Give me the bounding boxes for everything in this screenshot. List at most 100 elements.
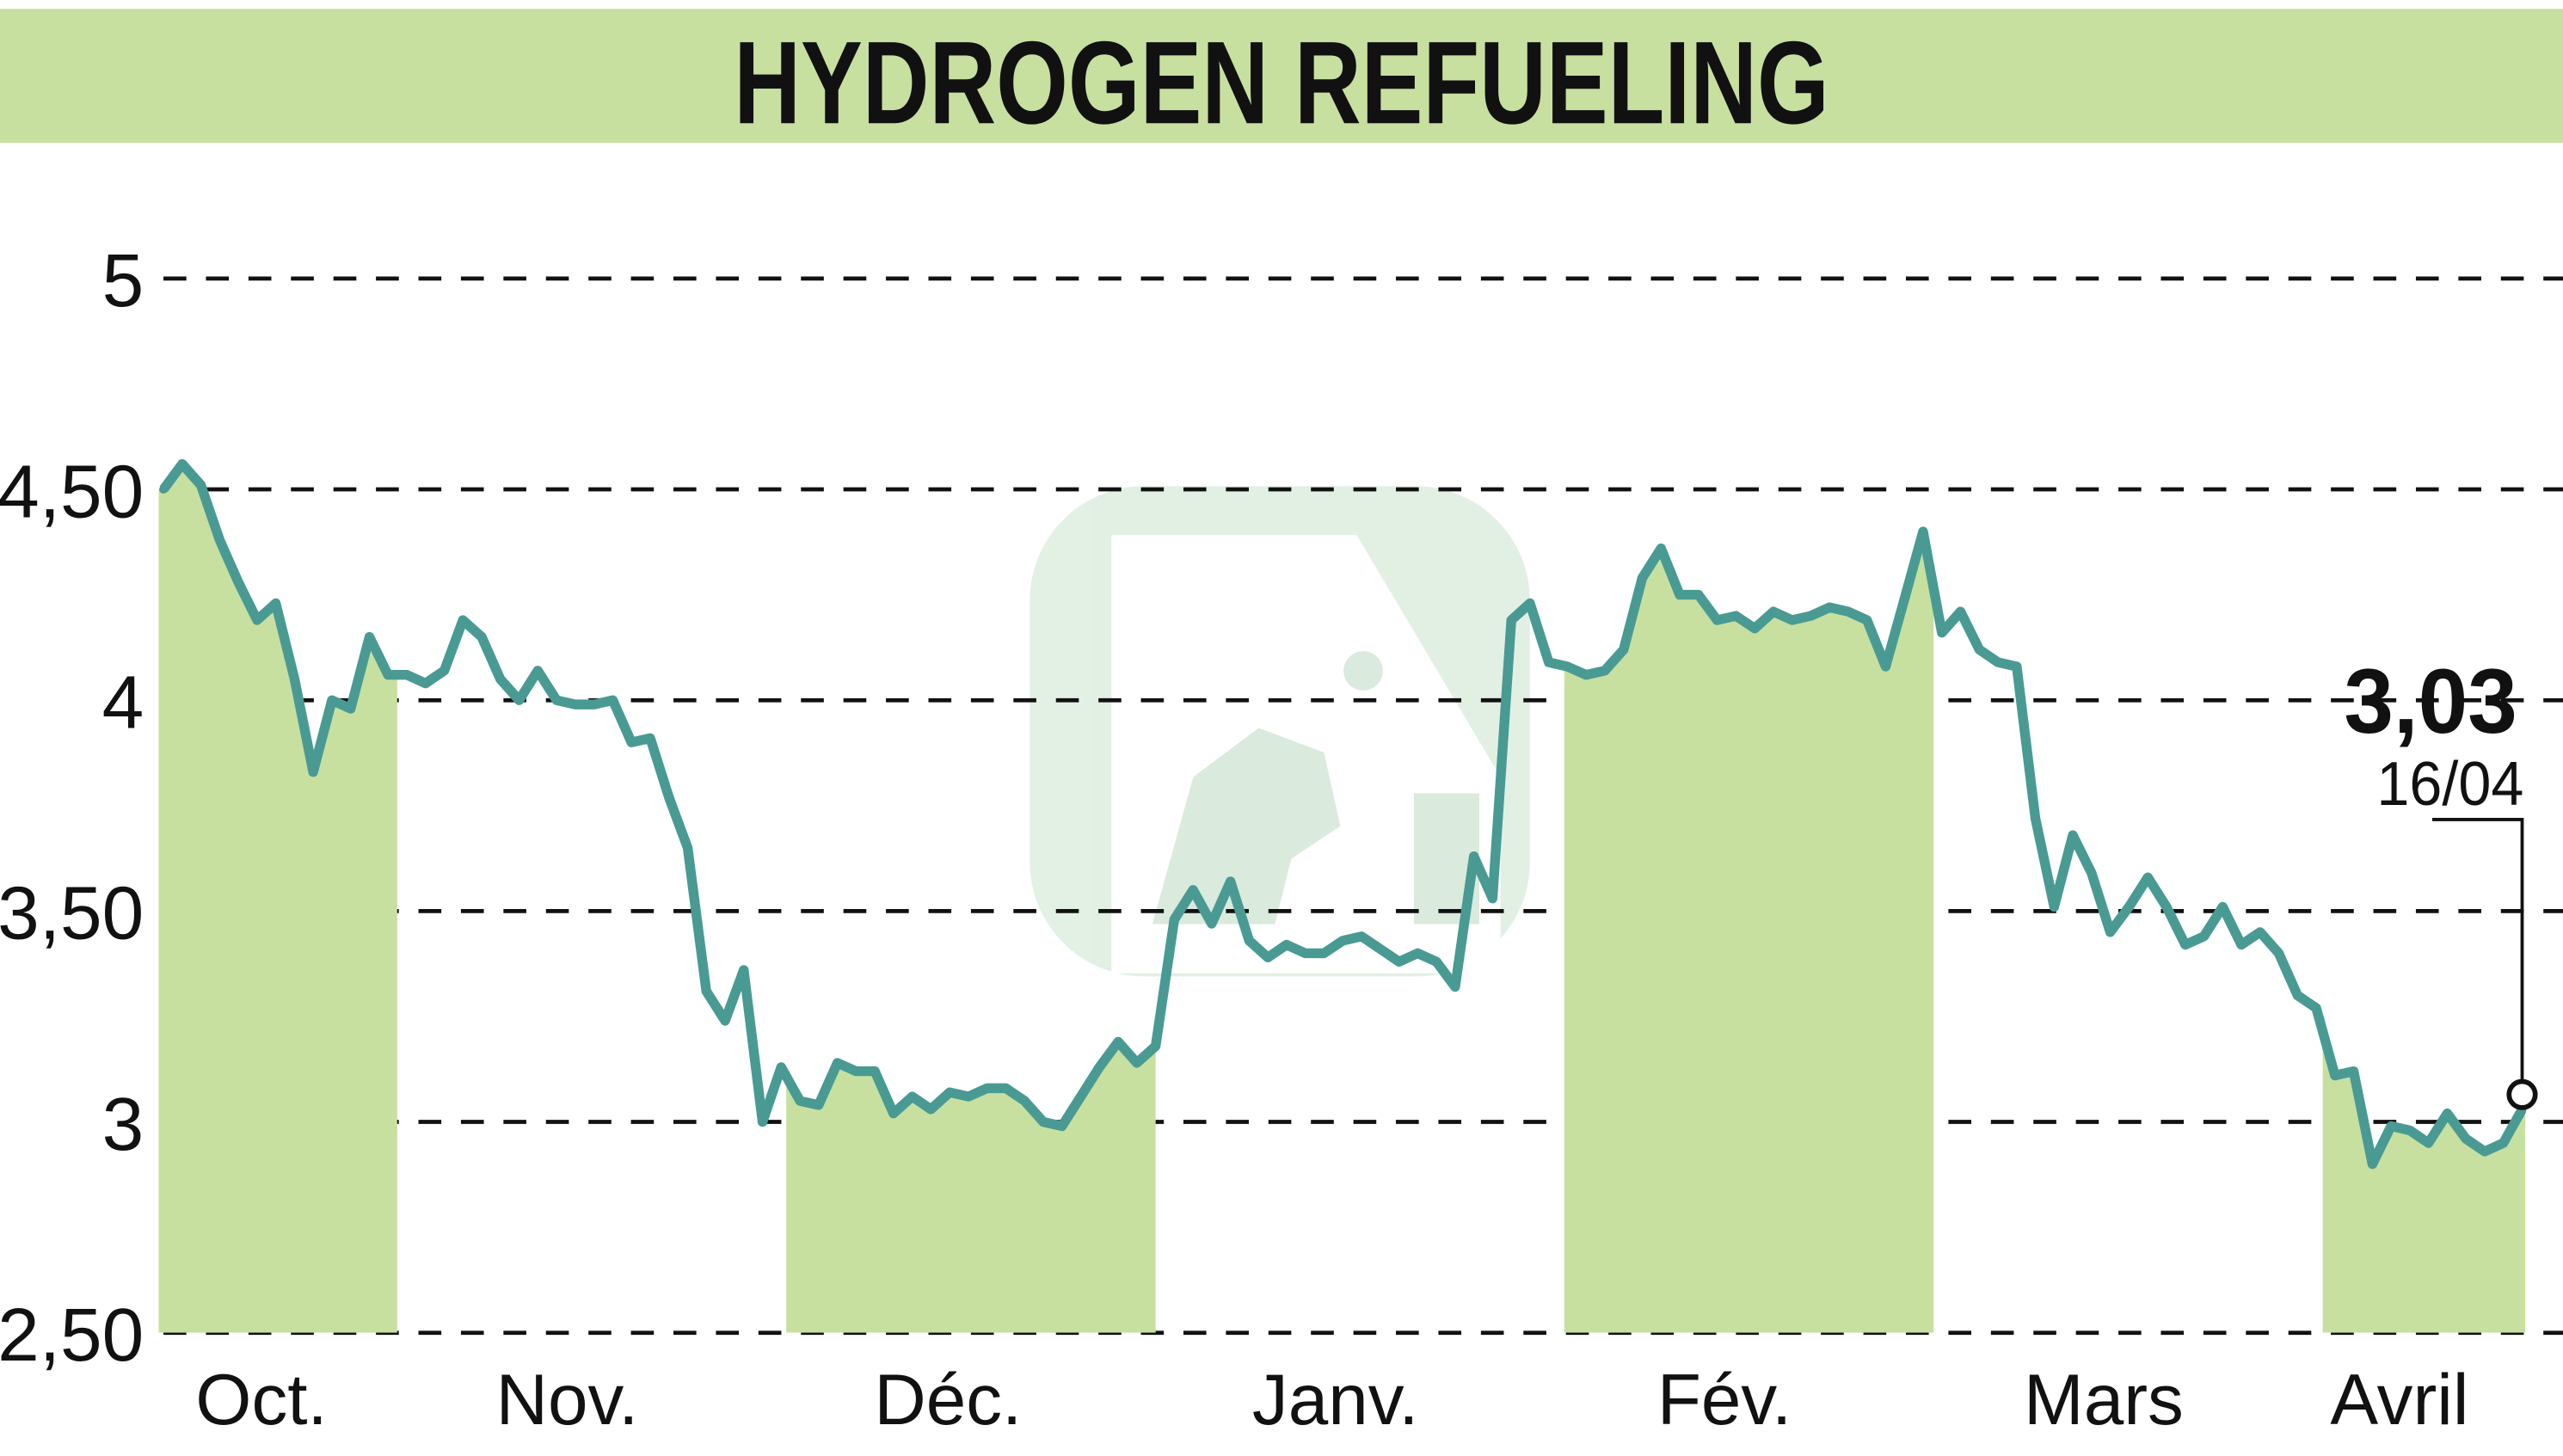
data-point (2012, 662, 2021, 671)
y-tick-label: 3 (102, 1082, 144, 1166)
data-point (1582, 670, 1591, 679)
data-point (721, 1016, 729, 1025)
data-point (796, 1097, 805, 1105)
data-point (2330, 1071, 2339, 1080)
x-tick-label: Nov. (496, 1359, 639, 1440)
data-point (234, 577, 243, 587)
data-point (964, 1092, 973, 1102)
data-point (664, 793, 673, 802)
data-point (627, 738, 636, 747)
data-point (458, 616, 468, 624)
data-point (2462, 1134, 2471, 1144)
data-point (552, 696, 562, 705)
data-point (870, 1066, 880, 1076)
data-point (570, 700, 580, 710)
data-point (1919, 527, 1927, 536)
data-point (1862, 616, 1872, 624)
data-point (1207, 919, 1216, 929)
data-point (646, 734, 655, 743)
y-tick-label: 4 (102, 660, 144, 744)
x-tick-label: Oct. (195, 1359, 327, 1440)
x-axis-labels: Oct. Nov. Déc. Janv. Fév. Mars Avril (195, 1359, 2468, 1440)
data-point (1712, 616, 1722, 624)
data-point (814, 1100, 823, 1109)
last-value-marker (2506, 1078, 2538, 1110)
data-point (739, 966, 748, 974)
data-point (365, 632, 374, 642)
data-point (1132, 1058, 1141, 1067)
data-point (888, 1109, 898, 1118)
data-point (2443, 1109, 2452, 1118)
data-point (2498, 1139, 2508, 1147)
chart-title: HYDROGEN REFUELING (734, 16, 1829, 148)
data-point (1375, 944, 1385, 954)
data-point (1245, 936, 1254, 945)
data-point (1956, 607, 1965, 617)
data-point (2105, 927, 2115, 937)
data-point (2255, 927, 2265, 937)
y-tick-label: 4,50 (0, 449, 144, 533)
data-point (1693, 590, 1703, 599)
data-point (1076, 1092, 1085, 1102)
data-point (2387, 1121, 2396, 1131)
data-point (1338, 936, 1348, 945)
watermark-logo (1030, 486, 1530, 977)
data-point (2480, 1146, 2489, 1156)
data-point (1619, 645, 1628, 654)
data-point (1806, 611, 1816, 621)
x-tick-label: Fév. (1657, 1359, 1792, 1440)
data-point (1638, 574, 1647, 582)
data-point (403, 670, 411, 679)
data-point (1563, 662, 1572, 671)
data-point (514, 696, 524, 705)
data-point (1095, 1062, 1104, 1072)
y-tick-label: 5 (102, 238, 144, 323)
data-point (1357, 931, 1366, 941)
data-point (1750, 624, 1760, 633)
data-point (1039, 1117, 1048, 1127)
data-point (271, 599, 280, 608)
data-point (2349, 1066, 2358, 1076)
y-axis-labels: 5 4,50 4 3,50 3 2,50 (0, 238, 144, 1377)
data-point (2424, 1139, 2433, 1147)
data-point (1843, 607, 1853, 617)
data-point (421, 679, 430, 688)
data-point (495, 674, 505, 684)
title-banner (0, 9, 2563, 144)
data-point (477, 632, 487, 642)
data-point (309, 767, 318, 777)
data-point (758, 1117, 767, 1127)
y-tick-label: 2,50 (0, 1293, 144, 1377)
data-point (1282, 940, 1291, 949)
data-point (2162, 902, 2171, 912)
data-point (1825, 603, 1835, 612)
data-point (926, 1104, 936, 1114)
last-value-label: 3,03 (2344, 650, 2517, 753)
data-point (2237, 940, 2246, 949)
data-point (1226, 877, 1235, 886)
grid-lines (163, 276, 2563, 1336)
data-point (1768, 607, 1778, 617)
data-point (327, 696, 336, 705)
data-point (290, 674, 299, 684)
data-point (777, 1062, 786, 1072)
data-point (1937, 628, 1946, 637)
data-point (1114, 1037, 1123, 1047)
data-point (2180, 940, 2190, 949)
data-point (1151, 1041, 1160, 1051)
price-line-group (159, 458, 2527, 1170)
data-point (851, 1066, 861, 1076)
data-point (196, 481, 206, 490)
x-tick-label: Déc. (874, 1359, 1022, 1440)
data-point (1450, 982, 1460, 992)
data-point (1263, 953, 1273, 962)
data-point (2031, 814, 2040, 823)
data-point (1488, 894, 1497, 903)
data-point (1300, 949, 1310, 958)
data-point (589, 700, 599, 710)
data-point (533, 666, 543, 675)
data-point (608, 696, 618, 705)
data-point (1189, 885, 1198, 894)
data-point (2368, 1159, 2377, 1169)
data-point (384, 670, 393, 679)
